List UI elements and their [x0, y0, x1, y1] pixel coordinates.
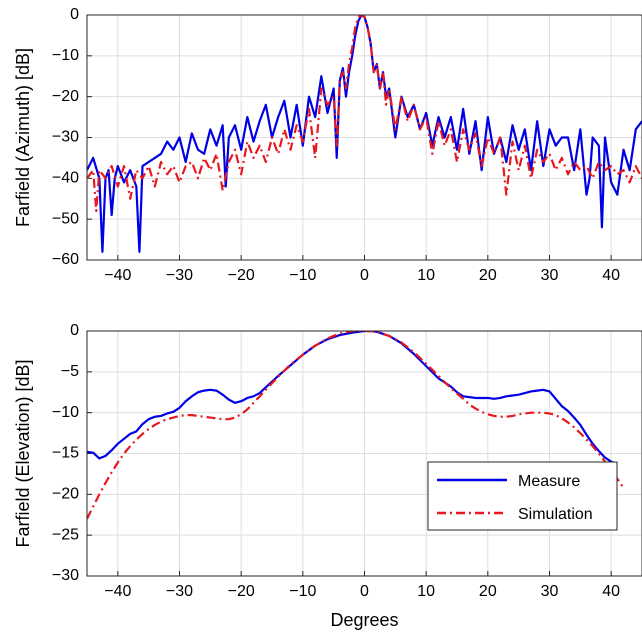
azimuth-x-tick-label: −20: [228, 267, 255, 284]
azimuth-x-tick-label: 20: [479, 267, 497, 284]
elevation-x-tick-label: 10: [417, 583, 435, 600]
elevation-series-measure: [87, 331, 618, 466]
elevation-series-group: [87, 331, 625, 520]
legend: Measure Simulation: [427, 461, 618, 531]
azimuth-x-tick-label: −30: [166, 267, 193, 284]
legend-simulation-label: Simulation: [518, 506, 593, 523]
azimuth-y-tick-label: −20: [52, 88, 79, 105]
azimuth-series-simulation: [87, 15, 642, 213]
azimuth-chart: −40 −30 −20 −10 0 10 20 30 40 0 −10 −20 −30 −40 −50 −60…: [13, 6, 642, 284]
elevation-x-tick-label: −30: [166, 583, 193, 600]
elevation-x-tick-label: −10: [289, 583, 316, 600]
elevation-tick-labels: −40 −30 −20 −10 0 10 20 30 40 0 −5 −10 −15 −20 −25 −30: [52, 322, 620, 600]
elevation-y-tick-label: −15: [52, 445, 79, 462]
elevation-chart: −40 −30 −20 −10 0 10 20 30 400−5−10−15−20−25−30 …: [13, 322, 642, 630]
azimuth-series-group: [87, 15, 642, 253]
elevation-x-tick-label: 20: [479, 583, 497, 600]
elevation-series-simulation: [87, 331, 625, 520]
elevation-y-tick-label: −5: [61, 363, 79, 380]
elevation-x-tick-label: 40: [602, 583, 620, 600]
azimuth-y-tick-label: −10: [52, 47, 79, 64]
elevation-x-tick-label: −40: [104, 583, 131, 600]
elevation-y-tick-label: 0: [70, 322, 79, 339]
elevation-x-tick-label: 0: [360, 583, 369, 600]
azimuth-tick-labels: −40 −30 −20 −10 0 10 20 30 40 0 −10 −20 −30 −40 −50 −60: [52, 6, 620, 284]
legend-measure-label: Measure: [518, 473, 580, 490]
azimuth-x-tick-label: −40: [104, 267, 131, 284]
azimuth-x-tick-label: 30: [541, 267, 559, 284]
azimuth-y-tick-label: −50: [52, 210, 79, 227]
elevation-y-tick-label: −20: [52, 486, 79, 503]
legend-box: [427, 461, 618, 531]
azimuth-y-tick-label: −60: [52, 251, 79, 268]
azimuth-series-measure: [87, 15, 642, 253]
azimuth-x-tick-label: 0: [360, 267, 369, 284]
elevation-x-tick-label: 30: [541, 583, 559, 600]
azimuth-y-tick-label: −40: [52, 170, 79, 187]
azimuth-axes-box: [86, 14, 642, 261]
azimuth-x-tick-label: 10: [417, 267, 435, 284]
azimuth-x-tick-label: −10: [289, 267, 316, 284]
elevation-y-tick-label: −10: [52, 404, 79, 421]
elevation-y-axis-label: Farfield (Elevation) [dB]: [13, 359, 33, 547]
elevation-y-tick-label: −30: [52, 567, 79, 584]
azimuth-y-tick-label: −30: [52, 129, 79, 146]
elevation-x-axis-label: Degrees: [330, 610, 398, 630]
azimuth-y-tick-label: 0: [70, 6, 79, 23]
azimuth-y-axis-label: Farfield (Azimuth) [dB]: [13, 48, 33, 227]
elevation-axes-box: [86, 330, 642, 577]
elevation-y-tick-label: −25: [52, 526, 79, 543]
elevation-x-tick-label: −20: [228, 583, 255, 600]
azimuth-x-tick-label: 40: [602, 267, 620, 284]
